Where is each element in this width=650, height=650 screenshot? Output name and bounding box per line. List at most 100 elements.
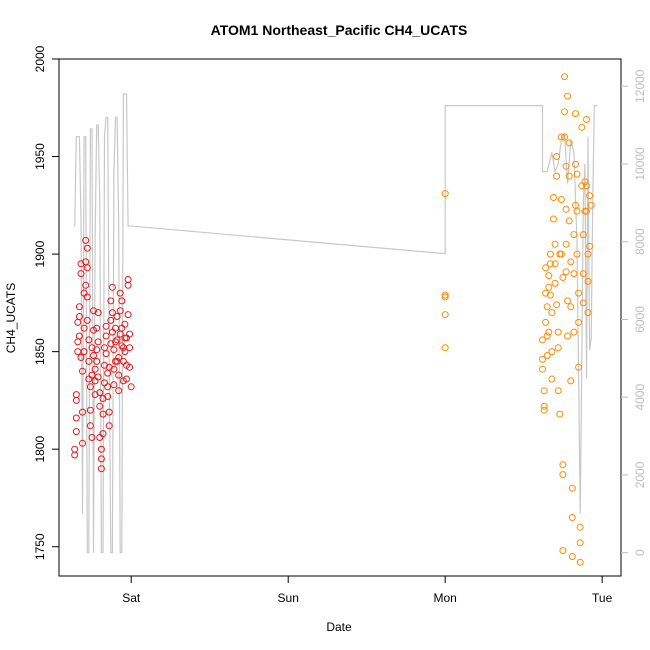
chart-title: ATOM1 Northeast_Pacific CH4_UCATS — [211, 22, 468, 38]
data-point-series-1 — [543, 303, 551, 311]
data-point-series-0 — [72, 414, 80, 422]
data-point-series-1 — [557, 133, 565, 141]
data-point-series-0 — [97, 465, 105, 473]
data-point-series-0 — [118, 297, 126, 305]
y2-tick-label: 4000 — [633, 384, 647, 411]
data-point-series-1 — [573, 250, 581, 258]
y2-tick-label: 12000 — [633, 69, 647, 103]
data-point-series-1 — [441, 293, 449, 301]
data-point-series-0 — [116, 289, 124, 297]
data-point-series-1 — [539, 355, 546, 363]
data-point-series-1 — [441, 344, 449, 352]
data-point-series-0 — [108, 328, 116, 336]
data-point-series-1 — [540, 402, 548, 410]
y-tick-label: 1950 — [33, 143, 47, 170]
data-point-series-0 — [93, 324, 101, 332]
y2-tick-label: 6000 — [633, 306, 647, 333]
data-point-series-1 — [573, 170, 581, 178]
x-tick-label: Sun — [278, 591, 299, 605]
data-point-series-0 — [97, 455, 105, 463]
data-point-series-0 — [93, 357, 101, 365]
data-point-series-0 — [101, 361, 108, 369]
y-axis: 1750 1800 1850 1900 1950 2000 — [33, 45, 60, 560]
data-point-series-1 — [567, 303, 575, 311]
data-point-series-1 — [559, 274, 567, 281]
data-point-series-0 — [86, 383, 94, 391]
data-point-series-0 — [110, 365, 118, 373]
x-tick-label: Tue — [592, 591, 613, 605]
data-point-series-1 — [586, 192, 594, 200]
data-point-series-1 — [568, 553, 576, 560]
x-tick-label: Mon — [434, 591, 457, 605]
data-point-series-1 — [554, 328, 562, 336]
y2-tick-label: 2000 — [633, 461, 647, 488]
data-point-series-1 — [568, 514, 576, 521]
data-point-series-1 — [584, 277, 592, 285]
data-point-series-1 — [553, 172, 561, 180]
line-layer — [74, 93, 598, 554]
data-point-series-0 — [104, 393, 112, 400]
data-point-series-1 — [548, 375, 556, 383]
data-point-series-0 — [102, 322, 110, 330]
data-point-series-0 — [101, 344, 108, 352]
data-point-series-1 — [565, 217, 573, 225]
x-axis-label: Date — [326, 620, 352, 634]
x-axis: Sat Sun Mon Tue — [122, 575, 613, 605]
data-point-series-1 — [561, 133, 568, 141]
data-point-series-1 — [554, 344, 562, 352]
data-point-series-0 — [102, 350, 110, 358]
data-point-series-1 — [567, 377, 575, 385]
data-point-series-1 — [572, 160, 579, 168]
data-point-series-0 — [110, 346, 118, 354]
data-point-series-1 — [565, 172, 573, 180]
data-point-series-1 — [559, 471, 567, 479]
data-point-series-1 — [564, 332, 572, 340]
data-point-series-1 — [562, 205, 570, 213]
data-point-series-1 — [550, 194, 557, 201]
data-point-series-0 — [77, 354, 85, 361]
data-point-series-1 — [559, 461, 567, 469]
data-point-series-0 — [113, 313, 121, 320]
data-point-series-1 — [441, 311, 449, 319]
data-point-series-0 — [88, 344, 96, 352]
data-point-series-0 — [75, 313, 83, 320]
data-point-series-1 — [539, 365, 546, 373]
data-point-series-0 — [127, 383, 135, 391]
data-point-series-1 — [557, 250, 565, 258]
data-point-series-1 — [570, 328, 578, 336]
data-point-series-0 — [74, 348, 82, 356]
y-tick-label: 1850 — [33, 338, 47, 365]
data-point-series-0 — [126, 330, 134, 338]
data-point-series-0 — [72, 428, 80, 436]
data-point-series-0 — [126, 363, 134, 371]
data-point-series-0 — [112, 338, 119, 346]
data-point-series-1 — [570, 270, 578, 278]
y-tick-label: 1750 — [33, 533, 47, 560]
data-point-series-0 — [123, 375, 130, 383]
data-point-series-0 — [79, 367, 86, 375]
data-point-series-1 — [583, 182, 590, 190]
data-point-series-0 — [121, 320, 129, 328]
data-point-series-0 — [83, 316, 91, 324]
data-point-series-1 — [578, 123, 586, 131]
data-point-series-1 — [561, 108, 568, 116]
data-point-series-1 — [441, 291, 449, 299]
data-point-series-1 — [551, 260, 559, 268]
data-point-series-0 — [72, 396, 80, 404]
data-point-series-0 — [86, 422, 94, 430]
data-point-series-1 — [562, 162, 570, 170]
data-point-series-0 — [83, 244, 91, 252]
data-point-series-0 — [71, 445, 79, 453]
data-point-series-0 — [77, 270, 85, 278]
data-point-series-1 — [561, 73, 568, 81]
data-point-series-0 — [96, 434, 104, 441]
data-point-series-0 — [124, 276, 132, 283]
data-point-series-1 — [542, 264, 550, 272]
data-point-series-0 — [85, 357, 93, 365]
data-point-series-1 — [550, 215, 557, 223]
data-point-series-1 — [540, 387, 548, 395]
data-point-series-1 — [543, 352, 551, 359]
data-point-series-0 — [82, 281, 90, 289]
data-point-series-1 — [565, 139, 573, 147]
data-point-series-0 — [124, 311, 132, 319]
